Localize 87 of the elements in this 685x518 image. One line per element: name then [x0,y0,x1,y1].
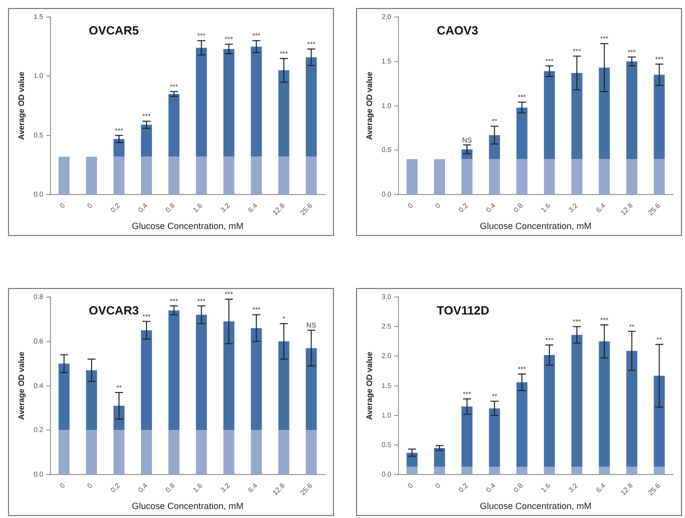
y-axis-title: Average OD value [17,71,26,140]
x-axis-title: Glucose Concentration, mM [132,501,244,512]
bar [278,156,290,194]
bar [58,156,70,194]
text: CAOV3 [436,23,478,38]
bar [168,94,180,157]
bar [168,310,180,430]
x-axis-title: Glucose Concentration, mM [480,501,592,512]
text: TOV112D [436,303,490,318]
bar [654,74,665,160]
bar [140,156,152,194]
bar [406,466,418,474]
bar [306,348,317,430]
bar [168,430,180,474]
bar [434,159,446,194]
bar [516,159,528,194]
text: OVCAR3 [88,303,140,318]
bar [86,156,98,194]
bar [571,159,582,194]
bar [462,159,472,194]
bar [626,61,638,160]
y-axis-title: Average OD value [17,351,26,420]
bar [223,430,234,474]
bar [168,156,180,194]
bar [196,430,207,474]
bar [278,70,290,157]
y-axis-title: Average OD value [365,71,374,140]
bar [114,156,124,194]
bar [544,355,555,467]
bar [223,48,234,157]
bar [654,466,665,474]
bar [544,71,555,160]
bar [58,364,70,430]
bar [571,72,582,160]
bar [278,430,290,474]
bar [306,156,317,194]
bar [598,159,610,194]
bar [140,430,152,474]
bar [598,341,610,467]
bar [406,159,418,194]
bar [223,156,234,194]
bar [306,57,317,157]
bar [626,159,638,194]
bar [544,159,555,194]
bar [462,406,472,467]
bar [488,159,500,194]
bar [488,135,500,160]
bar [571,466,582,474]
bar [434,466,446,474]
bar [488,408,500,467]
bar [196,48,207,157]
bar [654,376,665,467]
bar [626,466,638,474]
bar [86,430,98,474]
bar [544,466,555,474]
bar [598,466,610,474]
bar [223,321,234,430]
bar [114,138,124,157]
bar [250,46,262,157]
bar [250,328,262,430]
bar [516,466,528,474]
bar [250,430,262,474]
x-axis-title: Glucose Concentration, mM [480,221,592,232]
bar [598,68,610,160]
bar [86,370,98,430]
bar [306,430,317,474]
bar [654,159,665,194]
x-axis-title: Glucose Concentration, mM [132,221,244,232]
bar [462,466,472,474]
bar [196,156,207,194]
bar [250,156,262,194]
bar [571,334,582,467]
bar [58,430,70,474]
bar [278,341,290,430]
bar [516,382,528,467]
bar [516,108,528,160]
text: OVCAR5 [88,23,140,38]
bar [488,466,500,474]
bar [114,430,124,474]
bar [626,350,638,467]
bar [140,124,152,157]
bar [406,452,418,467]
bar [196,314,207,430]
bar [114,406,124,430]
y-axis-title: Average OD value [365,351,374,420]
bar [140,330,152,430]
bar [434,448,446,467]
